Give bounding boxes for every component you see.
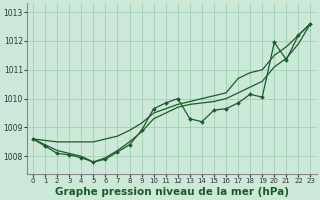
X-axis label: Graphe pression niveau de la mer (hPa): Graphe pression niveau de la mer (hPa)	[55, 187, 289, 197]
